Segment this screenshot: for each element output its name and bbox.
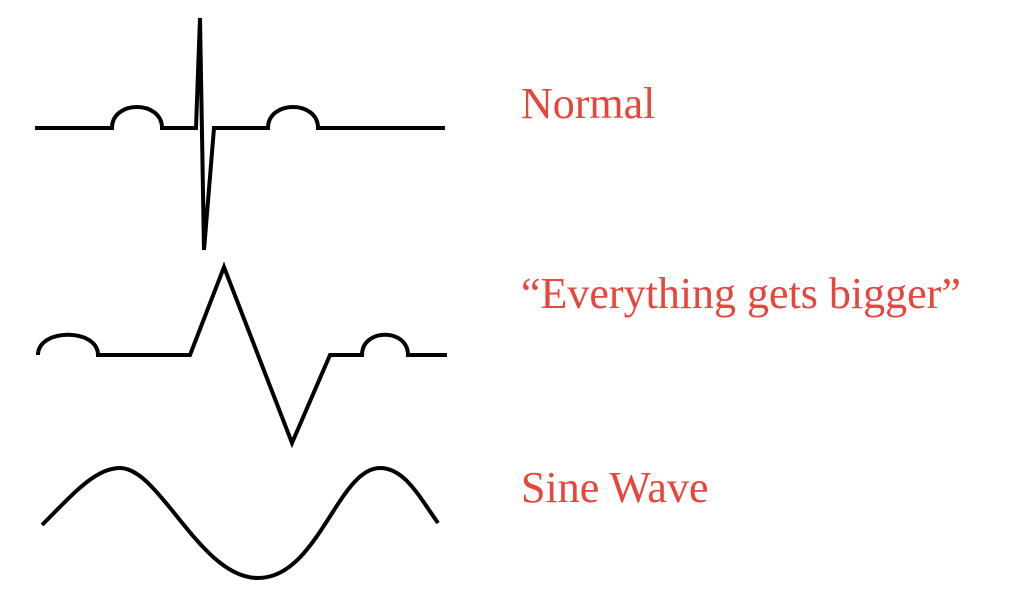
sine-wave-label: Sine Wave xyxy=(521,463,709,512)
normal-label: Normal xyxy=(521,79,656,128)
everything-gets-bigger-label: “Everything gets bigger” xyxy=(521,269,961,318)
wide-complex-trace xyxy=(36,261,447,449)
normal-ecg-trace xyxy=(35,17,445,251)
sine-wave-trace xyxy=(40,465,440,581)
